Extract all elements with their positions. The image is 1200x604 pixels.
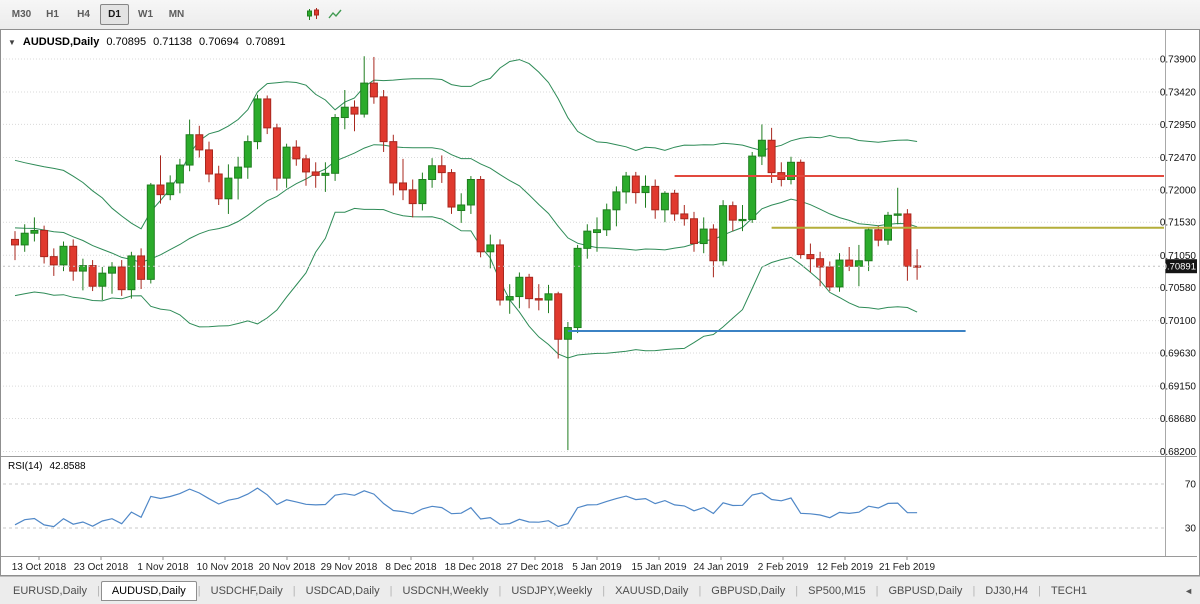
svg-text:5 Jan 2019: 5 Jan 2019 [572,562,622,573]
svg-text:0.71050: 0.71050 [1160,251,1197,262]
svg-text:0.68680: 0.68680 [1160,414,1197,425]
tab-separator: | [498,584,502,597]
chart-tab-usdcad-daily[interactable]: USDCAD,Daily [305,584,380,597]
svg-text:13 Oct 2018: 13 Oct 2018 [12,562,67,573]
top-toolbar: M30 H1 H4 D1 W1 MN [0,0,1200,30]
chart-canvas[interactable]: 0.73900 0.73420 0.72950 0.72470 0.72000 0.715… [1,30,1197,573]
svg-text:1 Nov 2018: 1 Nov 2018 [137,562,189,573]
chart-tab-xauusd-daily[interactable]: XAUUSD,Daily [615,584,689,597]
chart-tabs: EURUSD,Daily | AUDUSD,Daily | USDCHF,Daily | U… [4,580,1096,601]
svg-text:0.73900: 0.73900 [1160,55,1197,66]
svg-text:20 Nov 2018: 20 Nov 2018 [259,562,316,573]
tab-separator: | [972,584,976,597]
timeframe-buttons: M30 H1 H4 D1 W1 MN [6,4,192,25]
svg-text:0.73420: 0.73420 [1160,88,1197,99]
tab-separator: | [197,584,201,597]
chart-tab-tech1[interactable]: TECH1 [1050,584,1088,597]
tab-separator: | [602,584,606,597]
chart-tab-gbpusd-daily[interactable]: GBPUSD,Daily [888,584,963,597]
chart-tab-usdjpy-weekly[interactable]: USDJPY,Weekly [511,584,593,597]
chart-tab-eurusd-daily[interactable]: EURUSD,Daily [13,584,87,597]
svg-text:0.70891: 0.70891 [1162,262,1196,273]
timeframe-button-m30[interactable]: M30 [11,9,32,20]
tab-separator: | [1038,584,1041,597]
svg-text:21 Feb 2019: 21 Feb 2019 [879,562,936,573]
tab-scroll-left-icon[interactable]: ◄ [1180,577,1197,604]
tab-separator: | [292,584,296,597]
svg-text:29 Nov 2018: 29 Nov 2018 [321,562,378,573]
svg-text:27 Dec 2018: 27 Dec 2018 [507,562,564,573]
svg-text:0.72950: 0.72950 [1160,120,1197,131]
candlestick-chart-glyph [306,8,319,20]
svg-text:8 Dec 2018: 8 Dec 2018 [385,562,437,573]
svg-text:0.71530: 0.71530 [1160,218,1197,229]
chart-tab-usdcnh-weekly[interactable]: USDCNH,Weekly [402,584,489,597]
svg-text:0.72470: 0.72470 [1160,153,1197,164]
chart-tab-audusd-daily[interactable]: AUDUSD,Daily [100,580,197,601]
svg-text:2 Feb 2019: 2 Feb 2019 [758,562,809,573]
indicators-icon[interactable] [326,6,344,24]
timeframe-button-d1[interactable]: D1 [100,4,129,25]
chart-tab-usdchf-daily[interactable]: USDCHF,Daily [210,584,283,597]
svg-text:30: 30 [1185,524,1197,535]
tab-separator: | [96,584,100,597]
tab-separator: | [389,584,393,597]
svg-text:15 Jan 2019: 15 Jan 2019 [631,562,686,573]
svg-text:0.68200: 0.68200 [1160,447,1197,458]
svg-text:0.70100: 0.70100 [1160,316,1197,327]
candlestick-chart-icon[interactable] [304,6,322,24]
svg-text:70: 70 [1185,480,1197,491]
chart-tab-gbpusd-daily[interactable]: GBPUSD,Daily [711,584,786,597]
svg-text:10 Nov 2018: 10 Nov 2018 [197,562,254,573]
chart-tab-dj30-h4[interactable]: DJ30,H4 [985,584,1029,597]
tab-separator: | [875,584,879,597]
tab-separator: | [698,584,702,597]
timeframe-button-w1[interactable]: W1 [138,9,153,20]
chart-tab-bar: EURUSD,Daily | AUDUSD,Daily | USDCHF,Daily | U… [0,576,1200,604]
chart-window: 0.73900 0.73420 0.72950 0.72470 0.72000 0.715… [0,29,1200,576]
tab-separator: | [795,584,799,597]
timeframe-button-h4[interactable]: H4 [77,9,90,20]
svg-text:0.69630: 0.69630 [1160,349,1197,360]
svg-text:24 Jan 2019: 24 Jan 2019 [693,562,748,573]
timeframe-button-mn[interactable]: MN [168,9,185,20]
svg-text:0.72000: 0.72000 [1160,185,1197,196]
svg-text:0.69150: 0.69150 [1160,382,1197,393]
svg-text:0.70580: 0.70580 [1160,283,1197,294]
svg-text:23 Oct 2018: 23 Oct 2018 [74,562,129,573]
timeframe-button-h1[interactable]: H1 [46,9,59,20]
collapse-chart-icon[interactable]: ▼ [8,37,16,47]
chart-tab-sp500-m15[interactable]: SP500,M15 [808,584,866,597]
indicators-glyph [327,9,342,19]
svg-text:12 Feb 2019: 12 Feb 2019 [817,562,874,573]
svg-text:18 Dec 2018: 18 Dec 2018 [445,562,502,573]
